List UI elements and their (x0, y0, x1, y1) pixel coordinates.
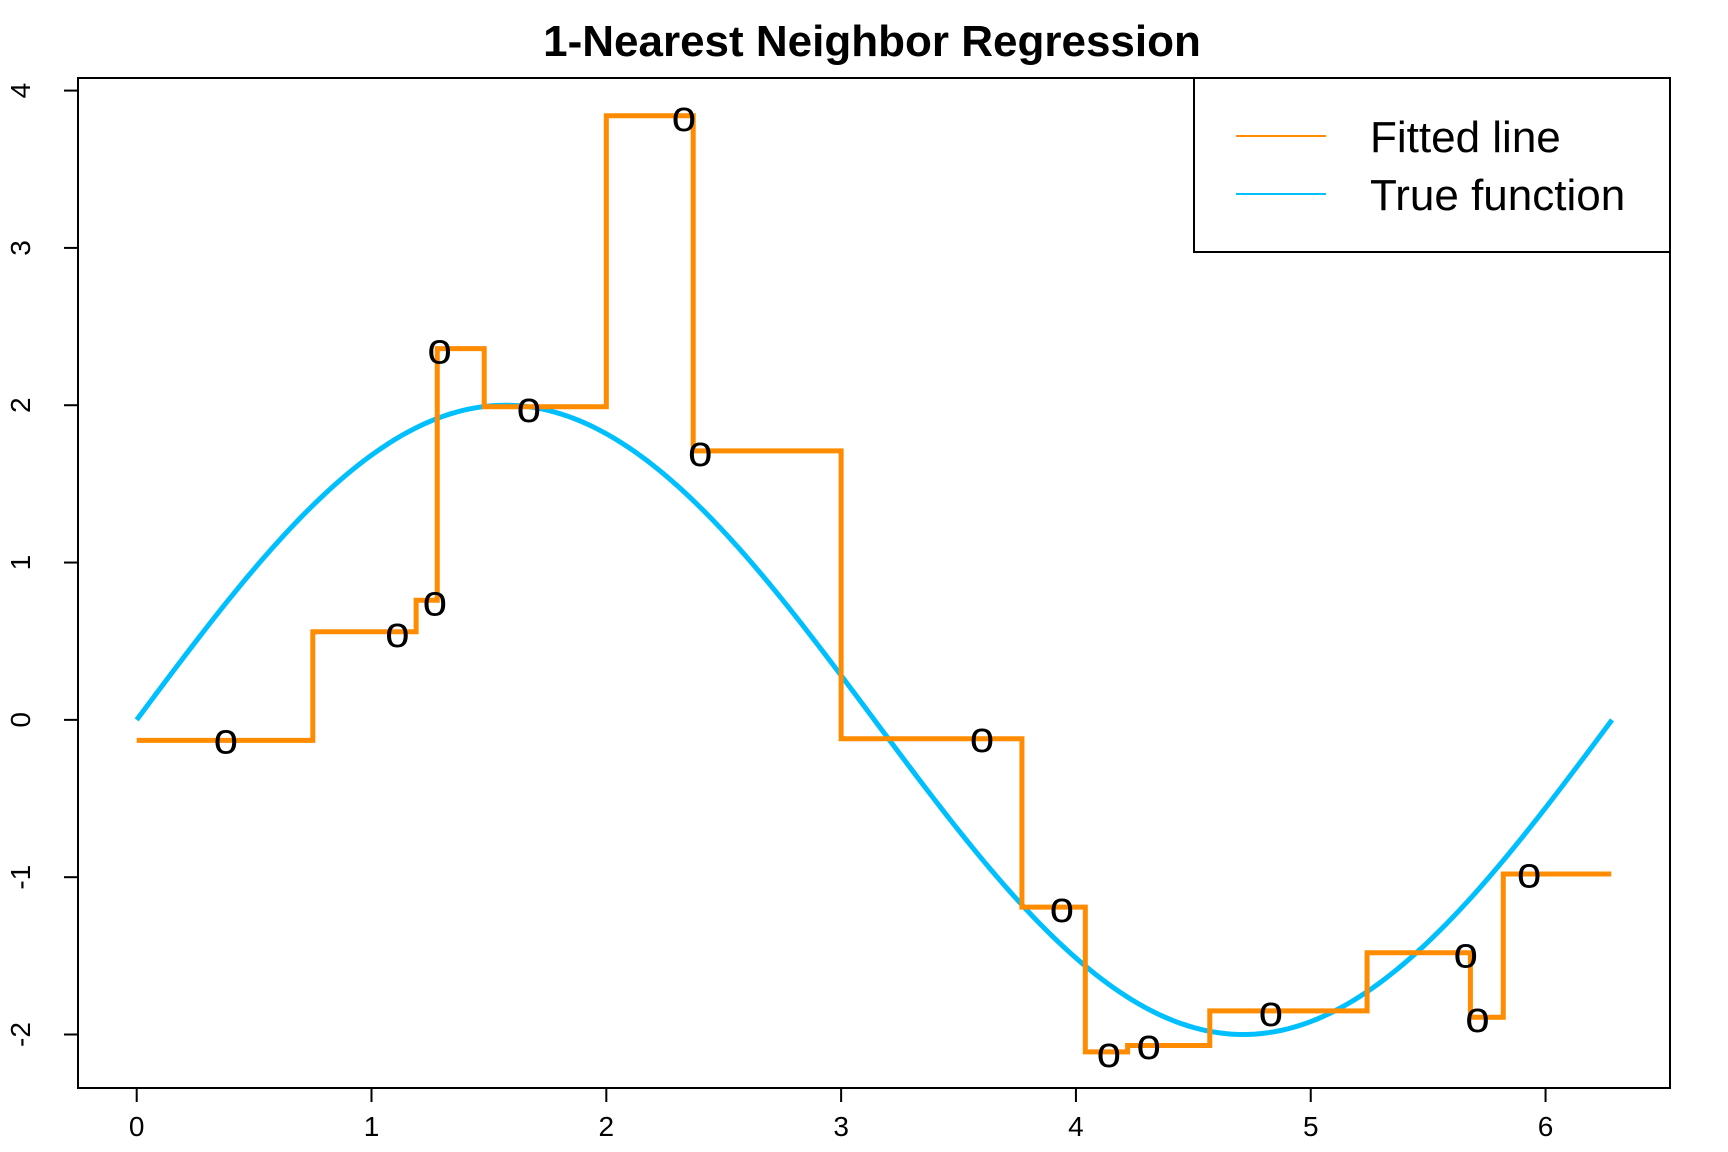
x-tick-label: 2 (599, 1111, 615, 1142)
data-point: o (1097, 1028, 1121, 1077)
data-point: o (1050, 883, 1074, 932)
series-fitted-line (136, 113, 1612, 1055)
y-tick-label: 0 (5, 712, 36, 728)
data-point: o (385, 608, 409, 657)
data-point: o (517, 383, 541, 432)
y-axis: -2 -1 0 1 2 3 4 (5, 83, 79, 1047)
legend-box (1193, 77, 1671, 253)
x-axis: 0 1 2 3 4 5 6 (129, 1087, 1554, 1142)
x-tick-label: 6 (1538, 1111, 1554, 1142)
y-tick-label: 3 (5, 240, 36, 256)
legend: Fitted line True function (1193, 77, 1671, 253)
data-point: o (1517, 848, 1541, 897)
series-true-function-line (134, 402, 1615, 1038)
data-point: o (970, 713, 994, 762)
y-tick-label: 4 (5, 83, 36, 99)
x-tick-label: 4 (1068, 1111, 1084, 1142)
x-tick-label: 0 (129, 1111, 145, 1142)
data-point: o (672, 92, 696, 141)
y-tick-label: -1 (5, 865, 36, 890)
legend-label-true-function: True function (1370, 171, 1625, 220)
x-tick-label: 5 (1303, 1111, 1319, 1142)
data-point: o (427, 325, 451, 374)
data-point: o (688, 427, 712, 476)
y-tick-label: 2 (5, 397, 36, 413)
data-point: o (1465, 993, 1489, 1042)
y-tick-label: -2 (5, 1022, 36, 1047)
legend-label-fitted-line: Fitted line (1370, 113, 1561, 162)
x-tick-label: 3 (833, 1111, 849, 1142)
data-point: o (1136, 1020, 1160, 1069)
data-point: o (423, 576, 447, 625)
chart-title: 1-Nearest Neighbor Regression (543, 17, 1201, 66)
x-tick-label: 1 (364, 1111, 380, 1142)
data-point: o (1259, 987, 1283, 1036)
data-point: o (1453, 929, 1477, 978)
y-tick-label: 1 (5, 555, 36, 571)
data-point: o (214, 715, 238, 764)
